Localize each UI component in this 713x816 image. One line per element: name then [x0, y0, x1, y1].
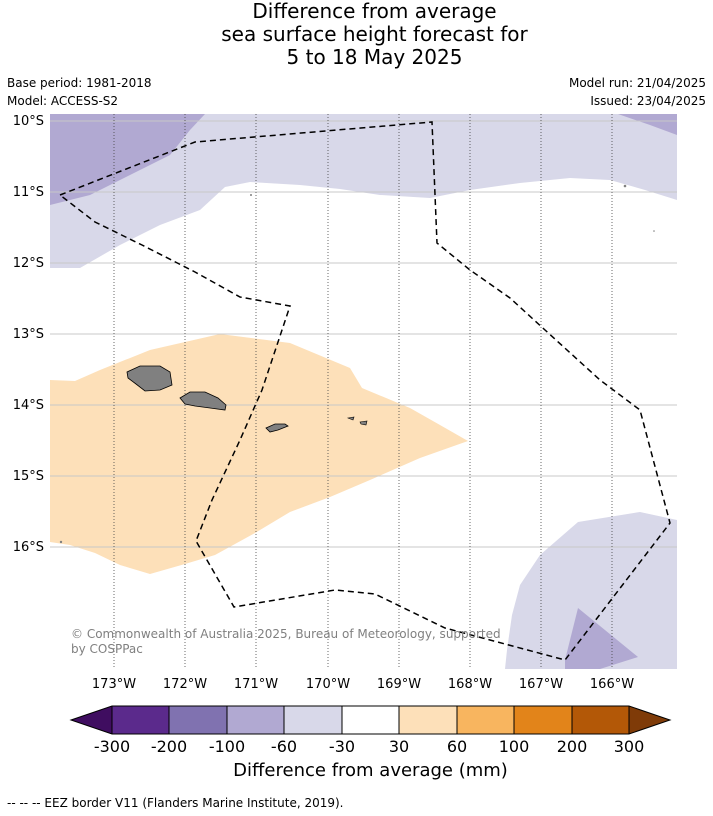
anomaly-region-neg100-60-northwest	[50, 114, 205, 205]
colorbar-tick: -60	[271, 737, 297, 756]
issued-date: Issued: 23/04/2025	[590, 94, 706, 108]
colorbar-tick: 100	[499, 737, 530, 756]
base-period: Base period: 1981-2018	[7, 76, 152, 90]
lat-label: 10°S	[13, 114, 44, 129]
eez-legend: -- -- -- EEZ border V11 (Flanders Marine…	[7, 796, 344, 810]
colorbar-box	[227, 706, 284, 734]
colorbar-tick: 60	[447, 737, 467, 756]
colorbar-box	[399, 706, 457, 734]
map-title: Difference from average sea surface heig…	[0, 0, 713, 69]
upolu-island	[179, 391, 227, 411]
colorbar-extend-high	[629, 706, 670, 734]
colorbar-tick: -200	[151, 737, 187, 756]
lon-label: 172°W	[163, 677, 207, 692]
meta-right: Model run: 21/04/2025 Issued: 23/04/2025	[569, 74, 706, 110]
colorbar-ticks: -300 -200 -100 -60 -30 30 60 100 200 300	[94, 737, 644, 756]
colorbar-box	[169, 706, 227, 734]
lon-label: 171°W	[234, 677, 278, 692]
islet-2	[623, 184, 627, 188]
colorbar-tick: -300	[94, 737, 130, 756]
eez-border-samoa	[58, 121, 671, 661]
colorbar-box	[284, 706, 342, 734]
lat-label: 15°S	[13, 469, 44, 484]
meta-left: Base period: 1981-2018 Model: ACCESS-S2	[7, 74, 152, 110]
tutuila-island	[265, 423, 289, 433]
map-plot: © Commonwealth of Australia 2025, Bureau…	[50, 114, 677, 669]
islet-1	[250, 194, 252, 196]
colorbar-extend-low	[71, 706, 112, 734]
anomaly-region-neg60-30-southeast	[505, 512, 677, 669]
colorbar-tick: 300	[614, 737, 645, 756]
manua-island-1	[346, 416, 355, 421]
colorbar-box	[514, 706, 572, 734]
model-run: Model run: 21/04/2025	[568, 76, 706, 90]
savaii-island	[126, 365, 173, 392]
manua-island-2	[359, 420, 368, 426]
title-line-2: sea surface height forecast for	[221, 22, 528, 46]
colorbar-tick: -100	[209, 737, 245, 756]
anomaly-region-pos30-60	[50, 334, 468, 574]
lat-label: 14°S	[13, 398, 44, 413]
colorbar-box	[457, 706, 514, 734]
longitude-labels: 173°W 172°W 171°W 170°W 169°W 168°W 167°…	[92, 677, 634, 692]
anomaly-region-neg100-60-southeast	[565, 608, 638, 669]
model-name: Model: ACCESS-S2	[7, 94, 119, 108]
lon-label: 170°W	[306, 677, 350, 692]
colorbar-tick: 30	[389, 737, 409, 756]
lon-label: 173°W	[92, 677, 136, 692]
lon-label: 169°W	[377, 677, 421, 692]
longitude-gridlines	[113, 114, 613, 669]
colorbar-outline	[69, 705, 672, 735]
copyright-line-2: by COSPPac	[71, 642, 143, 656]
lon-label: 166°W	[590, 677, 634, 692]
latitude-gridlines	[50, 120, 677, 548]
lon-label: 168°W	[448, 677, 492, 692]
lat-label: 16°S	[13, 540, 44, 555]
islet-4	[59, 540, 63, 544]
colorbar: -300 -200 -100 -60 -30 30 60 100 200 300	[69, 705, 672, 756]
lat-label: 12°S	[13, 256, 44, 271]
anomaly-region-neg60-30-north	[50, 114, 677, 268]
lon-label: 167°W	[519, 677, 563, 692]
latitude-labels: 10°S 11°S 12°S 13°S 14°S 15°S 16°S	[13, 114, 44, 555]
colorbar-box	[342, 706, 399, 734]
copyright-line-1: © Commonwealth of Australia 2025, Bureau…	[71, 627, 501, 641]
lat-label: 13°S	[13, 327, 44, 342]
islet-3	[653, 230, 655, 232]
colorbar-tick: -30	[329, 737, 355, 756]
colorbar-box	[572, 706, 629, 734]
anomaly-region-neg100-60-northeast	[618, 114, 677, 135]
lat-label: 11°S	[13, 185, 44, 200]
title-line-3: 5 to 18 May 2025	[286, 45, 463, 69]
colorbar-tick: 200	[557, 737, 588, 756]
title-line-1: Difference from average	[252, 0, 497, 23]
colorbar-label: Difference from average (mm)	[233, 760, 508, 781]
